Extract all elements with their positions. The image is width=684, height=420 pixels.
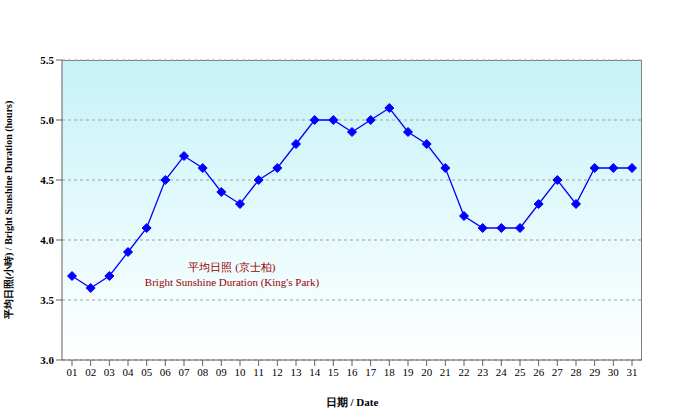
svg-text:09: 09 (216, 366, 228, 378)
svg-text:20: 20 (421, 366, 433, 378)
svg-text:12: 12 (272, 366, 283, 378)
svg-text:5.0: 5.0 (40, 114, 54, 126)
svg-text:21: 21 (440, 366, 451, 378)
svg-text:27: 27 (552, 366, 564, 378)
svg-text:16: 16 (347, 366, 359, 378)
svg-text:15: 15 (328, 366, 340, 378)
svg-text:19: 19 (403, 366, 415, 378)
svg-text:31: 31 (627, 366, 638, 378)
svg-text:18: 18 (384, 366, 396, 378)
svg-text:23: 23 (477, 366, 489, 378)
svg-text:30: 30 (608, 366, 620, 378)
html-text:Bright Sunshine Duration (King: Bright Sunshine Duration (King's Park) (144, 276, 320, 288)
svg-text:3.0: 3.0 (40, 354, 54, 366)
svg-text:07: 07 (179, 366, 191, 378)
svg-text:13: 13 (291, 366, 303, 378)
svg-text:14: 14 (309, 366, 321, 378)
svg-text:24: 24 (496, 366, 508, 378)
svg-text:4.5: 4.5 (40, 174, 54, 186)
svg-text:3.5: 3.5 (40, 294, 54, 306)
svg-text:5.5: 5.5 (40, 54, 54, 66)
svg-text:10: 10 (235, 366, 247, 378)
svg-text:26: 26 (533, 366, 545, 378)
svg-text:日期 / Date: 日期 / Date (326, 396, 379, 408)
svg-text:平均日照(小時) / Bright Sunshine Dur: 平均日照(小時) / Bright Sunshine Duration (hou… (8, 101, 15, 321)
svg-text:11: 11 (253, 366, 264, 378)
svg-text:01: 01 (67, 366, 78, 378)
svg-text:4.0: 4.0 (40, 234, 54, 246)
svg-text:02: 02 (85, 366, 96, 378)
svg-text:28: 28 (571, 366, 583, 378)
svg-text:29: 29 (589, 366, 601, 378)
svg-text:03: 03 (104, 366, 116, 378)
svg-text:06: 06 (160, 366, 172, 378)
html-text:平均日照 (京士柏): 平均日照 (京士柏) (188, 261, 276, 273)
svg-text:17: 17 (365, 366, 377, 378)
svg-text:08: 08 (197, 366, 209, 378)
svg-text:05: 05 (141, 366, 153, 378)
svg-text:04: 04 (123, 366, 135, 378)
svg-text:22: 22 (459, 366, 470, 378)
svg-text:25: 25 (515, 366, 527, 378)
